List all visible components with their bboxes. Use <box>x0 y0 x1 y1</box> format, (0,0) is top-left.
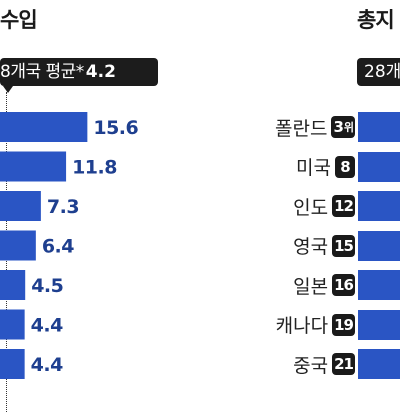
left-bar <box>0 309 25 340</box>
rank-suffix: 위 <box>343 121 354 134</box>
right-bar <box>358 230 400 261</box>
right-chart-callout: 28개 <box>357 58 400 86</box>
right-chart-row: 미국 8 <box>296 152 355 182</box>
country-label: 중국 <box>293 354 329 377</box>
country-label: 폴란드 <box>274 117 328 140</box>
country-label: 미국 <box>296 157 331 179</box>
right-chart-title: 총지 <box>357 8 395 32</box>
rank-badge: 15 <box>332 234 355 257</box>
right-bar <box>358 151 400 182</box>
right-chart-row: 일본 16 <box>293 270 355 300</box>
rank-number: 16 <box>334 276 354 294</box>
right-chart-row: 인도 12 <box>293 191 355 221</box>
right-bar <box>358 309 400 340</box>
rank-badge: 16 <box>332 274 355 296</box>
right-bar <box>358 112 400 142</box>
left-bar <box>0 349 25 379</box>
right-chart-row: 중국 21 <box>293 349 355 379</box>
rank-number: 3 <box>333 118 343 136</box>
rank-badge: 21 <box>332 353 355 375</box>
rank-badge: 12 <box>332 195 355 217</box>
average-callout-label: 8개국 평균* <box>0 62 84 82</box>
left-chart-title: 수입 <box>0 8 38 32</box>
left-bar <box>0 151 67 182</box>
left-bar-value-label: 4.5 <box>31 275 63 297</box>
right-bar <box>358 191 400 221</box>
country-label: 인도 <box>293 196 329 219</box>
average-callout-value: 4.2 <box>85 62 116 82</box>
right-chart-row: 캐나다 19 <box>276 310 355 340</box>
right-chart-row: 폴란드 3 위 <box>275 112 355 142</box>
country-label: 일본 <box>293 275 329 298</box>
left-bar <box>0 191 41 221</box>
country-label: 영국 <box>293 236 329 258</box>
rank-number: 8 <box>340 157 350 176</box>
average-callout: 8개국 평균* 4.2 <box>0 58 158 86</box>
average-callout-pointer <box>3 86 13 93</box>
left-bar-value-label: 15.6 <box>93 117 138 139</box>
left-bar-value-label: 11.8 <box>72 157 117 179</box>
left-bar <box>0 112 88 142</box>
left-bar-value-label: 4.4 <box>31 354 63 376</box>
left-bar <box>0 270 26 300</box>
rank-number: 15 <box>334 236 354 255</box>
left-bar <box>0 230 36 261</box>
left-bar-value-label: 4.4 <box>31 315 63 337</box>
right-bar <box>358 349 400 379</box>
left-bar-chart: 15.6 11.8 7.3 6.4 4.5 4.4 4.4 <box>0 112 139 379</box>
left-bar-value-label: 7.3 <box>47 196 79 218</box>
rank-badge: 19 <box>332 313 355 336</box>
rank-number: 19 <box>334 315 354 334</box>
rank-badge: 8 <box>335 155 355 178</box>
country-label: 캐나다 <box>275 315 329 337</box>
rank-number: 21 <box>334 355 354 373</box>
right-chart-row: 영국 15 <box>293 231 355 261</box>
right-bar <box>358 270 400 300</box>
left-bar-value-label: 6.4 <box>42 236 74 258</box>
rank-number: 12 <box>334 197 354 215</box>
